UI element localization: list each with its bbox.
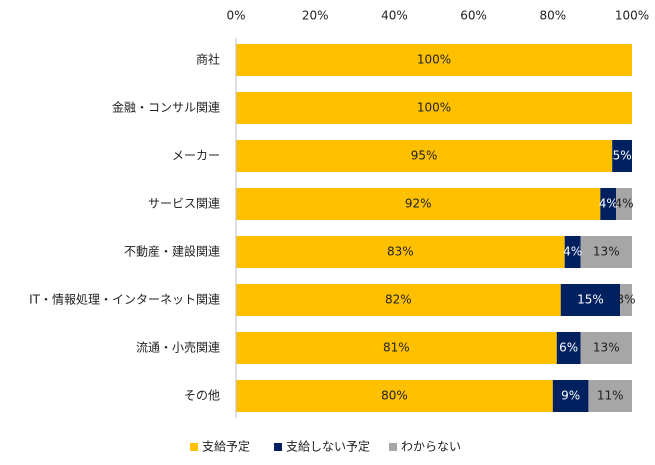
x-tick-label: 60% — [460, 9, 487, 23]
data-label: 3% — [617, 293, 636, 307]
data-label: 4% — [615, 197, 634, 211]
data-label: 100% — [417, 53, 451, 67]
category-label: 不動産・建設関連 — [124, 244, 220, 259]
data-label: 5% — [613, 149, 632, 163]
legend-swatch — [274, 443, 282, 451]
bar-segment — [616, 188, 632, 220]
bar-segment — [236, 44, 632, 76]
data-label: 6% — [559, 341, 578, 355]
legend-label: 支給予定 — [202, 439, 250, 454]
bar-segment — [620, 284, 632, 316]
data-label: 82% — [385, 293, 412, 307]
data-label: 4% — [599, 197, 618, 211]
category-label: その他 — [184, 389, 220, 403]
bar-segment — [580, 236, 632, 268]
bars — [236, 44, 632, 412]
category-label: 金融・コンサル関連 — [112, 100, 220, 115]
bar-segment — [556, 332, 581, 364]
data-label: 80% — [381, 389, 408, 403]
category-label: 商社 — [196, 52, 220, 67]
data-label: 92% — [405, 197, 432, 211]
bar-segment — [560, 284, 621, 316]
bar-segment — [236, 380, 553, 412]
data-label: 100% — [417, 101, 451, 115]
bar-segment — [580, 332, 632, 364]
x-tick-label: 80% — [539, 9, 566, 23]
legend-label: 支給しない予定 — [286, 439, 370, 454]
legend-label: わからない — [401, 440, 461, 454]
data-label: 13% — [593, 341, 620, 355]
category-label: 流通・小売関連 — [136, 340, 220, 355]
x-axis-ticks: 0% 20% 40% 60% 80% 100% — [226, 9, 649, 23]
bar-segment — [552, 380, 589, 412]
data-label: 83% — [387, 245, 414, 259]
x-tick-label: 40% — [381, 9, 408, 23]
category-label: サービス関連 — [148, 197, 220, 211]
bar-segment — [236, 188, 601, 220]
x-tick-label: 0% — [226, 9, 245, 23]
bar-segment — [236, 332, 557, 364]
bar-segment — [588, 380, 632, 412]
category-label: メーカー — [172, 149, 220, 163]
bar-segment — [236, 236, 565, 268]
x-tick-label: 20% — [302, 9, 329, 23]
legend-swatch — [190, 443, 198, 451]
data-label: 15% — [577, 293, 604, 307]
data-label: 11% — [597, 389, 624, 403]
bar-segment — [612, 140, 632, 172]
data-label: 81% — [383, 341, 410, 355]
data-label: 13% — [593, 245, 620, 259]
bar-segment — [564, 236, 581, 268]
data-label: 9% — [561, 389, 580, 403]
data-label: 4% — [563, 245, 582, 259]
bar-segment — [236, 140, 613, 172]
x-tick-label: 100% — [615, 9, 649, 23]
data-labels: 100%100%95% 5%92% 4%4%83% 4% 13%82% 15% 3%81% 6… — [381, 53, 636, 403]
category-label: IT・情報処理・インターネット関連 — [29, 293, 220, 307]
data-label: 95% — [411, 149, 438, 163]
bar-segment — [236, 284, 561, 316]
legend: 支給予定 支給しない予定 わからない — [190, 439, 461, 454]
legend-swatch — [389, 443, 397, 451]
bar-segment — [236, 92, 632, 124]
bar-segment — [600, 188, 617, 220]
